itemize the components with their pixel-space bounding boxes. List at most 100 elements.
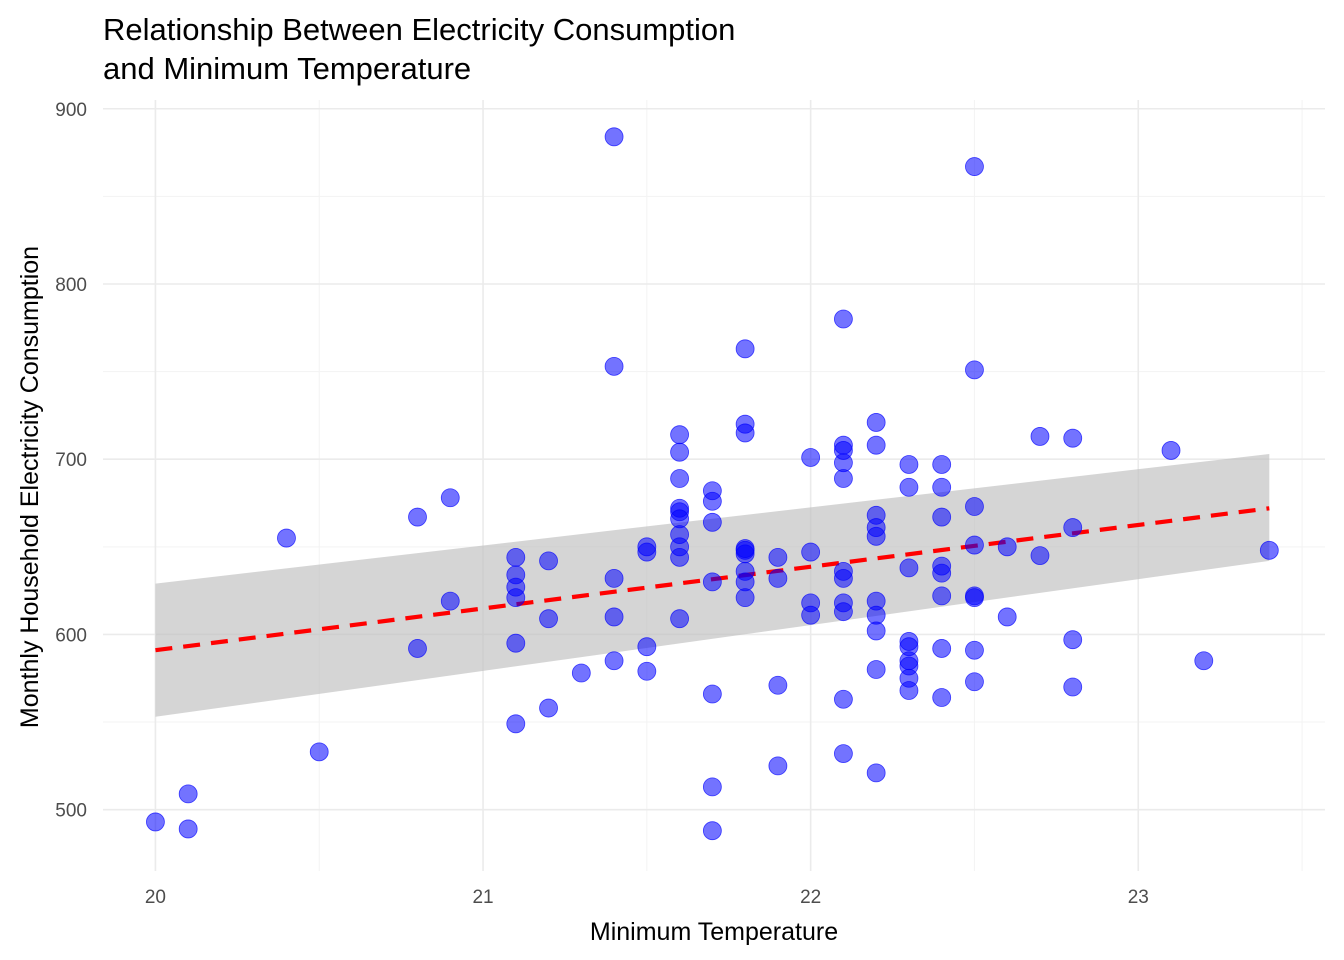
data-point (866, 763, 886, 783)
data-point (932, 507, 952, 527)
data-point (932, 477, 952, 497)
data-point (539, 698, 558, 718)
y-axis-title: Monthly Household Electricity Consumptio… (16, 246, 44, 728)
data-point (932, 586, 952, 606)
data-point (965, 497, 984, 516)
data-point (506, 547, 526, 567)
data-point (834, 568, 853, 588)
data-point (604, 651, 624, 671)
data-point (834, 469, 853, 488)
data-point (932, 688, 952, 707)
data-point (1063, 677, 1083, 697)
data-point (702, 777, 722, 797)
data-point (735, 588, 755, 608)
data-point (965, 588, 984, 608)
data-point (146, 812, 165, 832)
data-point (702, 684, 722, 704)
data-point (637, 661, 657, 681)
y-tick-label: 600 (55, 625, 87, 646)
data-point (866, 605, 886, 625)
y-tick-label: 800 (55, 275, 87, 296)
data-point (997, 607, 1017, 627)
data-point (1063, 518, 1083, 537)
data-point (440, 591, 460, 611)
data-point (670, 442, 690, 462)
data-point (670, 609, 690, 629)
data-point (997, 537, 1017, 557)
data-point (506, 714, 526, 734)
x-axis-title: Minimum Temperature (590, 918, 838, 946)
data-point (965, 157, 984, 176)
data-point (932, 455, 952, 474)
data-point (571, 663, 591, 683)
x-tick-label: 22 (800, 887, 821, 908)
chart-title-line-2: and Minimum Temperature (103, 51, 471, 86)
data-point (866, 526, 886, 546)
data-point (899, 681, 919, 700)
chart-title-line-1: Relationship Between Electricity Consump… (103, 12, 735, 47)
y-tick-label: 900 (55, 100, 87, 121)
data-point (506, 633, 526, 653)
data-point (768, 547, 788, 567)
data-point (408, 507, 427, 527)
data-point (866, 413, 886, 432)
points-layer (146, 127, 1279, 841)
data-point (834, 689, 853, 709)
data-point (408, 639, 427, 658)
data-point (604, 356, 624, 376)
data-point (702, 572, 722, 592)
data-point (539, 609, 558, 629)
data-point (899, 455, 919, 474)
data-point (834, 309, 853, 329)
data-point (735, 544, 755, 564)
data-point (702, 491, 722, 511)
data-point (1030, 546, 1050, 565)
data-point (1259, 540, 1279, 560)
data-point (1030, 427, 1050, 446)
data-point (702, 821, 722, 841)
data-point (604, 568, 624, 588)
x-tick-label: 20 (145, 887, 166, 908)
y-tick-label: 700 (55, 450, 87, 471)
data-point (834, 744, 853, 763)
data-point (801, 542, 821, 562)
data-point (539, 551, 558, 571)
data-point (277, 528, 296, 548)
data-point (1194, 651, 1214, 671)
data-point (178, 819, 198, 839)
data-point (637, 542, 657, 562)
data-point (309, 742, 329, 762)
data-point (604, 607, 624, 627)
data-point (670, 425, 690, 445)
data-point (899, 477, 919, 497)
data-point (866, 435, 886, 455)
data-point (178, 784, 198, 804)
data-point (768, 675, 788, 695)
data-point (899, 558, 919, 578)
data-point (1063, 428, 1083, 448)
data-point (866, 660, 886, 679)
data-point (932, 639, 952, 658)
x-tick-label: 23 (1128, 887, 1149, 908)
data-point (702, 512, 722, 532)
data-point (965, 640, 984, 660)
data-point (932, 563, 952, 583)
data-point (604, 127, 624, 147)
data-point (801, 448, 821, 467)
data-point (670, 547, 690, 567)
y-axis-ticks: 500 600 700 800 900 (55, 100, 87, 822)
data-point (735, 339, 755, 359)
data-point (965, 535, 984, 555)
data-point (801, 605, 821, 625)
data-point (735, 572, 755, 592)
data-point (965, 360, 984, 380)
x-axis-ticks: 20 21 22 23 (145, 887, 1149, 908)
data-point (834, 602, 853, 622)
data-point (670, 509, 690, 529)
data-point (637, 637, 657, 657)
data-point (768, 756, 788, 776)
data-point (866, 621, 886, 641)
data-point (834, 453, 853, 473)
y-tick-label: 500 (55, 801, 87, 822)
